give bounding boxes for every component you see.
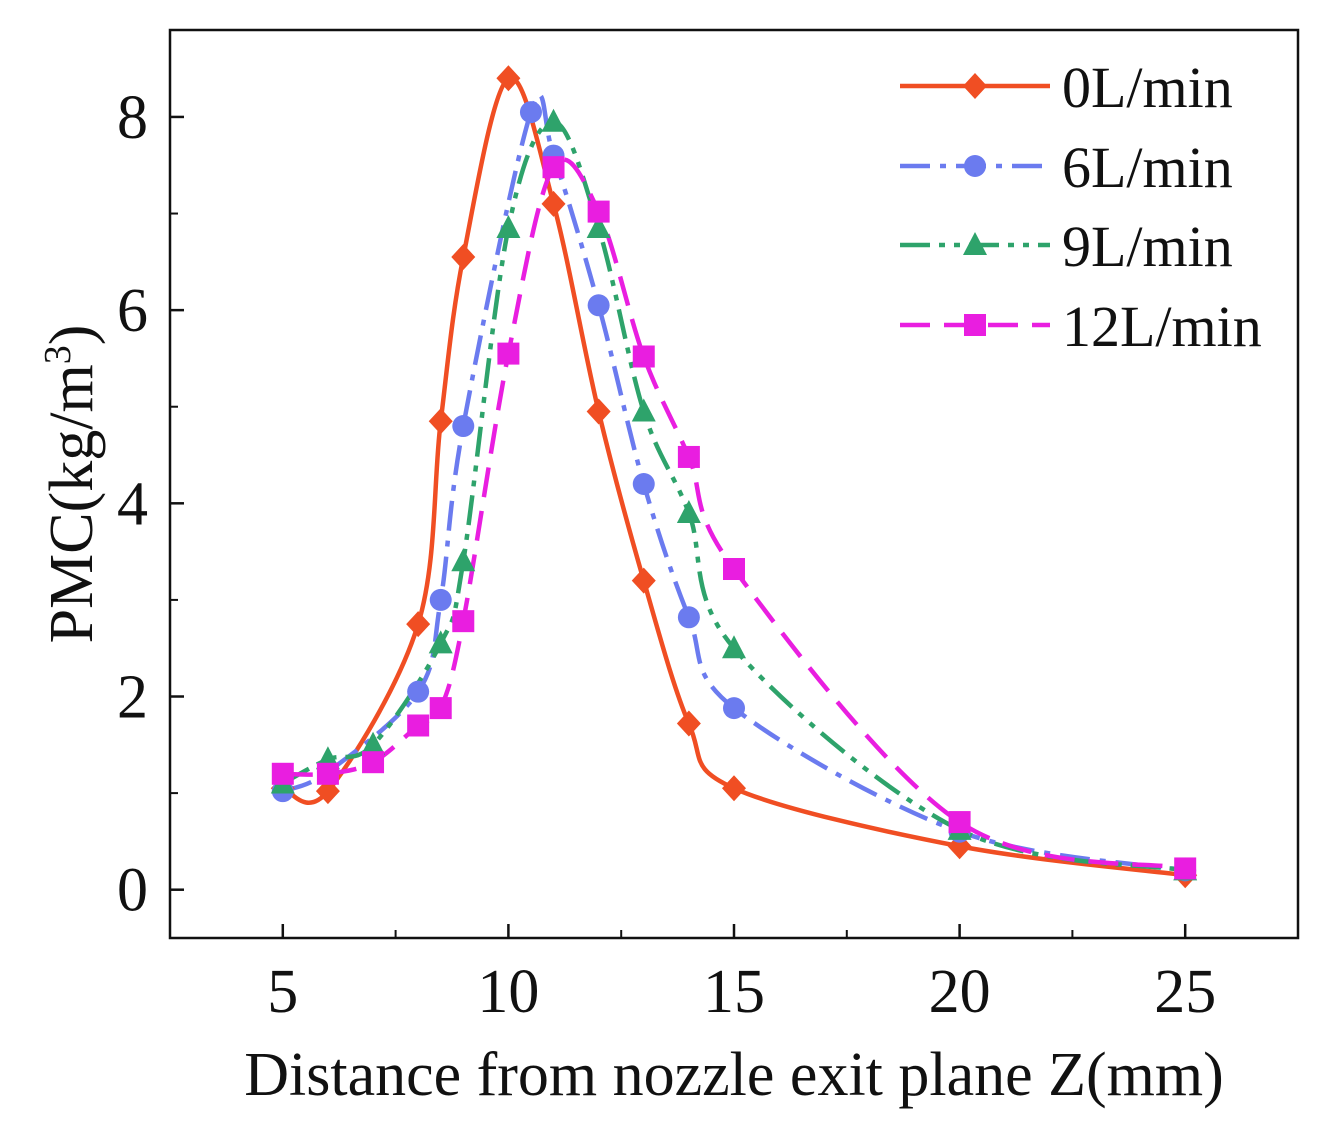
data-point-triangle xyxy=(428,630,453,654)
data-point-diamond xyxy=(451,244,476,270)
data-point-circle xyxy=(407,680,430,703)
data-point-square xyxy=(677,445,700,468)
data-point-diamond xyxy=(541,190,566,217)
legend-label: 9L/min xyxy=(1062,214,1233,279)
x-axis-label: Distance from nozzle exit plane Z(mm) xyxy=(244,1041,1224,1109)
y-tick-label: 4 xyxy=(117,470,148,538)
legend: 0L/min 6L/min 9L/min 12L/min xyxy=(900,55,1262,359)
legend-label: 0L/min xyxy=(1062,55,1233,120)
series-line-0 xyxy=(281,75,1186,878)
data-point-diamond xyxy=(406,611,431,638)
data-point-square xyxy=(542,156,565,179)
data-point-circle xyxy=(677,606,700,629)
y-tick-label: 6 xyxy=(117,277,148,345)
series-line-3 xyxy=(282,157,1186,871)
data-point-circle xyxy=(632,473,655,495)
data-point-diamond xyxy=(586,398,611,425)
x-tick-label: 25 xyxy=(1154,958,1216,1026)
legend-label: 6L/min xyxy=(1062,135,1233,200)
series-lines xyxy=(281,75,1186,878)
x-tick-label: 20 xyxy=(929,958,991,1026)
data-point-square xyxy=(723,558,745,581)
data-point-square xyxy=(632,345,655,368)
data-point-square xyxy=(587,200,610,223)
legend-marker-diamond xyxy=(963,73,987,99)
y-axis-label: PMC(kg/m3) xyxy=(37,325,106,644)
data-point-square xyxy=(948,811,971,834)
data-point-square xyxy=(362,751,385,774)
y-tick-label: 8 xyxy=(117,84,148,152)
data-point-diamond xyxy=(631,567,656,594)
data-point-diamond xyxy=(676,710,701,737)
data-point-triangle xyxy=(451,548,476,572)
x-tick-label: 10 xyxy=(477,958,539,1026)
series-markers xyxy=(270,65,1198,889)
y-tick-label: 2 xyxy=(117,664,148,732)
data-point-triangle xyxy=(631,398,656,422)
data-point-square xyxy=(316,762,339,785)
data-point-triangle xyxy=(361,731,386,755)
data-point-square xyxy=(407,714,430,737)
data-point-triangle xyxy=(676,499,701,523)
data-point-triangle xyxy=(586,215,611,239)
data-point-triangle xyxy=(496,215,521,239)
data-point-triangle xyxy=(541,108,566,132)
data-point-circle xyxy=(587,294,610,317)
data-point-circle xyxy=(723,697,745,720)
y-tick-label: 0 xyxy=(117,857,148,925)
series-line-1 xyxy=(281,93,1186,873)
data-point-square xyxy=(429,697,452,720)
y-axis-label-main: PMC(kg/m xyxy=(38,364,106,643)
data-point-diamond xyxy=(428,408,453,435)
legend-marker-square xyxy=(964,314,986,336)
legend-label: 12L/min xyxy=(1062,294,1262,359)
legend-marker-circle xyxy=(964,155,986,177)
data-point-circle xyxy=(429,588,452,611)
axis-ticks: 5 10 15 20 25 0 2 4 6 8 xyxy=(117,84,1216,1026)
data-point-square xyxy=(452,610,475,633)
data-point-diamond xyxy=(496,65,521,92)
data-point-diamond xyxy=(722,775,746,802)
x-tick-label: 15 xyxy=(703,958,765,1026)
x-tick-label: 5 xyxy=(267,958,298,1026)
data-point-triangle xyxy=(722,635,746,659)
legend-marker-triangle xyxy=(963,232,987,255)
data-point-circle xyxy=(452,415,475,438)
y-axis-label-sup: 3 xyxy=(37,345,79,364)
data-point-circle xyxy=(519,101,542,124)
data-point-square xyxy=(271,762,294,785)
series-line-2 xyxy=(281,119,1186,873)
data-point-square xyxy=(497,342,520,365)
data-point-square xyxy=(1174,857,1197,880)
y-axis-label-close: ) xyxy=(38,325,106,346)
